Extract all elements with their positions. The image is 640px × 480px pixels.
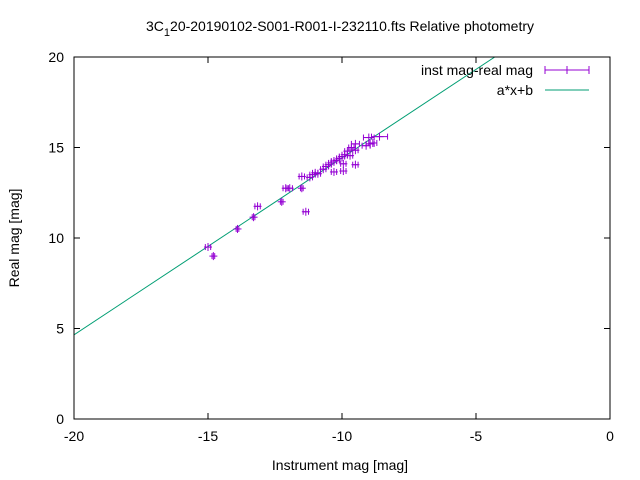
chart-title: 3C120-20190102-S001-R001-I-232110.fts Re…: [146, 18, 534, 39]
svg-text:3C120-20190102-S001-R001-I-232: 3C120-20190102-S001-R001-I-232110.fts Re…: [146, 18, 534, 39]
y-axis-label: Real mag [mag]: [6, 189, 22, 288]
data-point: [368, 138, 378, 147]
y-tick-label: 5: [56, 321, 64, 337]
x-tick-label: -20: [64, 428, 84, 444]
title-subscript: 1: [164, 27, 170, 39]
x-tick-label: -5: [470, 428, 483, 444]
legend: inst mag-real mag a*x+b: [421, 62, 590, 98]
x-axis-label: Instrument mag [mag]: [272, 457, 408, 473]
data-point: [370, 132, 389, 141]
data-point: [297, 184, 306, 193]
title-prefix: 3C: [146, 18, 164, 34]
title-suffix: 20-20190102-S001-R001-I-232110.fts Relat…: [170, 18, 534, 34]
y-tick-label: 0: [56, 411, 64, 427]
data-point: [347, 143, 356, 152]
data-point: [346, 151, 355, 160]
y-tick-label: 10: [48, 230, 64, 246]
fit-line-series: [74, 57, 496, 336]
data-point: [301, 207, 310, 216]
data-point: [204, 243, 212, 252]
plot-frame: [73, 56, 611, 420]
y-tick-label: 15: [48, 140, 64, 156]
data-point: [313, 169, 322, 178]
data-point: [329, 167, 338, 176]
data-point: [339, 167, 348, 176]
x-tick-label: -15: [198, 428, 218, 444]
x-tick-label: -10: [332, 428, 352, 444]
legend-label-fit: a*x+b: [497, 82, 533, 98]
data-point: [277, 197, 286, 206]
data-point: [209, 252, 218, 261]
data-point: [285, 184, 294, 193]
data-point: [249, 213, 258, 222]
data-point: [351, 146, 360, 155]
data-point: [350, 139, 360, 148]
legend-swatch-data: [544, 66, 590, 74]
data-point: [339, 159, 348, 168]
data-point: [297, 172, 306, 181]
data-points-series: [204, 132, 389, 261]
data-point: [233, 224, 242, 233]
x-tick-label: 0: [606, 428, 614, 444]
fit-line: [74, 57, 496, 336]
legend-label-data: inst mag-real mag: [421, 62, 533, 78]
data-point: [253, 202, 262, 211]
axis-ticks: -20 -15 -10 -5 0 0 5 10 15 20: [48, 49, 614, 444]
data-point: [351, 160, 360, 169]
y-tick-label: 20: [48, 49, 64, 65]
